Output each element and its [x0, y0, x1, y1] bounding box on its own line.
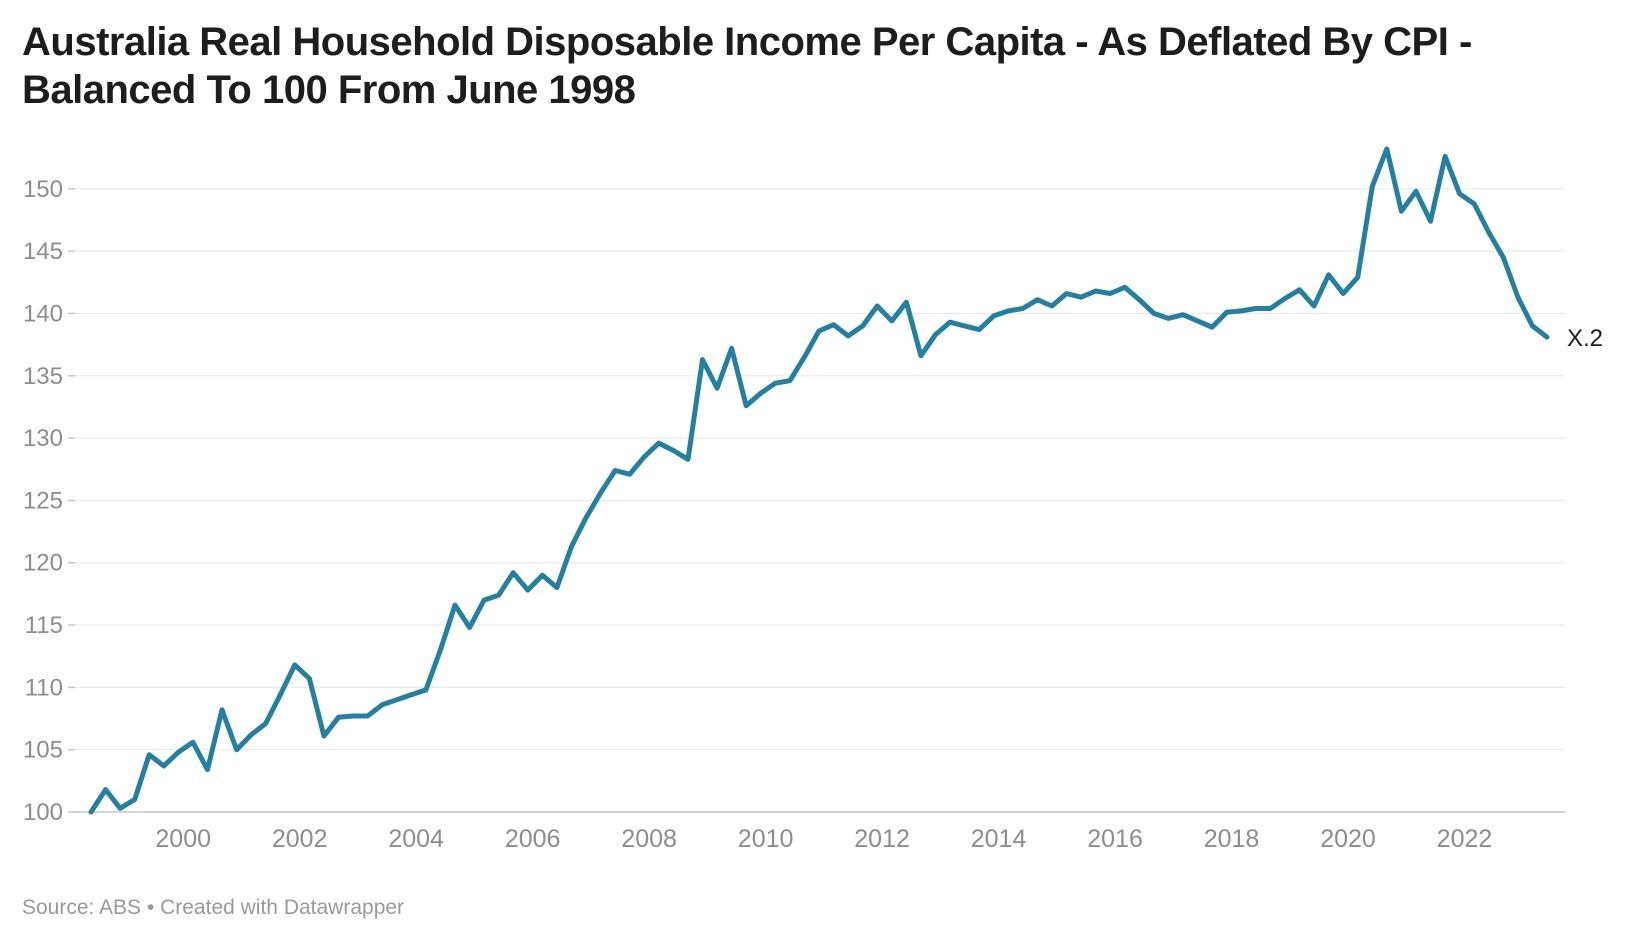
chart-title-line2: Balanced To 100 From June 1998 [22, 68, 636, 112]
series-end-label: X.2 [1567, 325, 1603, 352]
source-note: Source: ABS • Created with Datawrapper [22, 896, 405, 919]
y-axis-label: 125 [23, 487, 63, 514]
x-axis-label: 2000 [155, 825, 211, 853]
y-axis-label: 140 [23, 300, 63, 327]
y-axis-label: 135 [23, 363, 63, 390]
x-axis-label: 2018 [1204, 825, 1260, 853]
data-line-x2 [88, 146, 1550, 815]
x-axis-label: 2006 [505, 825, 561, 853]
y-axis-label: 105 [23, 737, 63, 764]
x-axis-label: 2012 [854, 825, 910, 853]
y-axis-label: 115 [25, 612, 63, 639]
y-axis-label: 145 [23, 238, 63, 265]
x-axis-label: 2016 [1087, 825, 1143, 853]
x-axis-label: 2010 [738, 825, 794, 853]
x-axis-label: 2004 [388, 825, 444, 853]
y-axis-label: 150 [23, 176, 63, 203]
y-axis-label: 130 [23, 425, 63, 452]
chart-title: Australia Real Household Disposable Inco… [22, 18, 1472, 114]
x-axis-label: 2020 [1320, 825, 1376, 853]
x-axis-label: 2022 [1437, 825, 1493, 853]
y-axis-label: 100 [23, 799, 63, 826]
chart-title-line1: Australia Real Household Disposable Inco… [22, 20, 1472, 64]
y-axis-label: 110 [25, 674, 63, 701]
x-axis-label: 2014 [971, 825, 1027, 853]
x-axis-label: 2002 [272, 825, 328, 853]
x-axis-label: 2008 [621, 825, 677, 853]
y-axis-label: 120 [23, 550, 63, 577]
